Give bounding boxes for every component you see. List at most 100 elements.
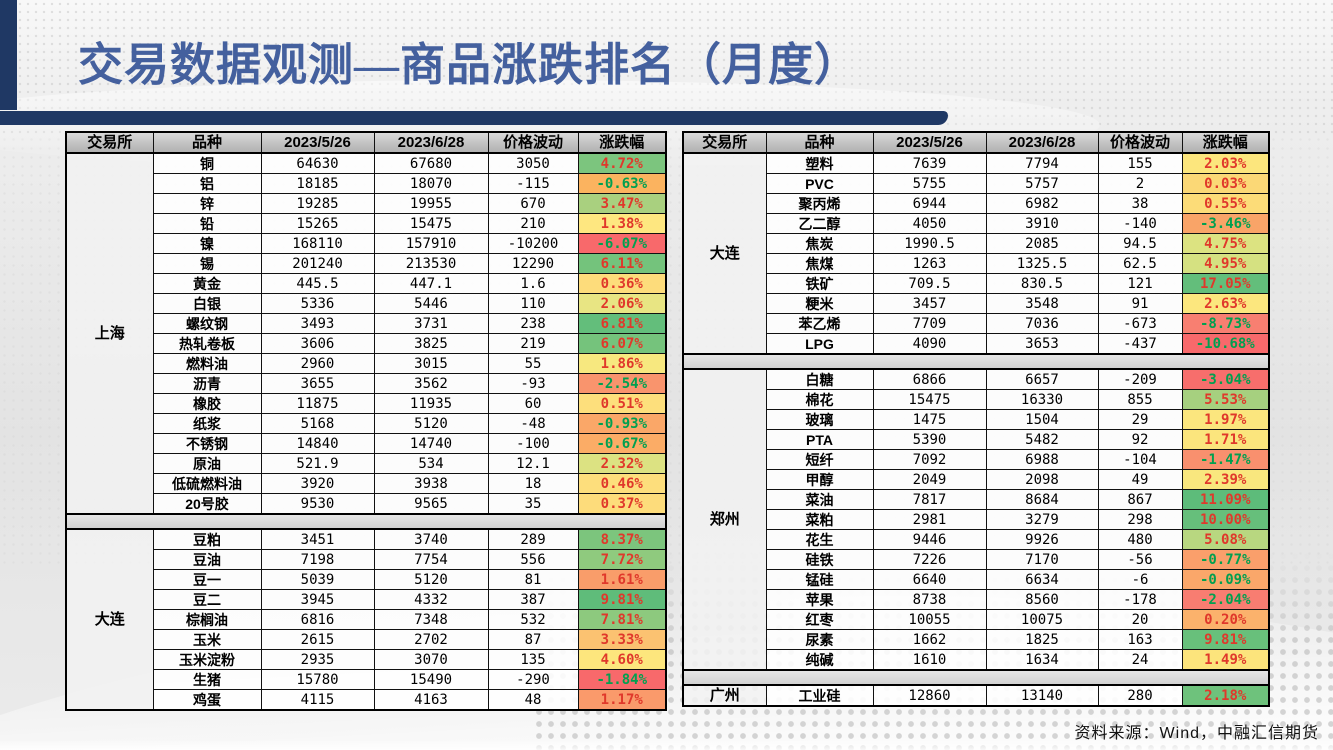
table-row: 郑州 白糖 6866 6657 -209 -3.04% bbox=[682, 368, 1270, 671]
table-row: 豆一 5039 5120 81 1.61% bbox=[66, 569, 667, 590]
pct-change-cell: 2.63% bbox=[1181, 293, 1270, 314]
curr-price-cell: 534 bbox=[373, 453, 489, 474]
curr-price-cell: 9565 bbox=[373, 493, 489, 515]
table-row: 甲醇 2049 2098 49 2.39% bbox=[683, 469, 1270, 490]
pct-change-cell: -0.09% bbox=[1181, 569, 1270, 590]
table-row: 大连 豆粕 3451 3740 289 8.37% bbox=[65, 528, 667, 711]
variety-cell: 原油 bbox=[152, 453, 262, 474]
column-header: 2023/5/26 bbox=[260, 131, 375, 154]
curr-price-cell: 3938 bbox=[373, 473, 489, 494]
column-header: 品种 bbox=[152, 131, 262, 154]
prev-price-cell: 1263 bbox=[872, 253, 987, 274]
curr-price-cell: 3015 bbox=[373, 353, 489, 374]
variety-cell: 塑料 bbox=[765, 152, 874, 174]
pct-change-cell: -2.04% bbox=[1181, 589, 1270, 610]
right-commodity-table: 交易所 品种 2023/5/26 2023/6/28 价格波动 涨跌幅 大连 塑料 7639 7… bbox=[682, 131, 1270, 707]
prev-price-cell: 5168 bbox=[260, 413, 375, 434]
pct-change-cell: 9.81% bbox=[1181, 629, 1270, 650]
curr-price-cell: 8684 bbox=[985, 489, 1099, 510]
price-change-cell: -104 bbox=[1097, 449, 1183, 470]
pct-change-cell: 2.39% bbox=[1181, 469, 1270, 490]
pct-change-cell: -1.47% bbox=[1181, 449, 1270, 470]
price-change-cell: -48 bbox=[487, 413, 579, 434]
table-row: 乙二醇 4050 3910 -140 -3.46% bbox=[683, 213, 1270, 234]
table-row: 菜粕 2981 3279 298 10.00% bbox=[683, 509, 1270, 530]
variety-cell: 锰硅 bbox=[765, 569, 874, 590]
pct-change-cell: 0.46% bbox=[577, 473, 667, 494]
pct-change-cell: 6.11% bbox=[577, 253, 667, 274]
prev-price-cell: 1610 bbox=[872, 649, 987, 671]
curr-price-cell: 447.1 bbox=[373, 273, 489, 294]
pct-change-cell: -10.68% bbox=[1181, 333, 1270, 355]
variety-cell: 苹果 bbox=[765, 589, 874, 610]
prev-price-cell: 5755 bbox=[872, 173, 987, 194]
curr-price-cell: 11935 bbox=[373, 393, 489, 414]
price-change-cell: 867 bbox=[1097, 489, 1183, 510]
bottom-strip bbox=[0, 741, 1333, 750]
variety-cell: 焦煤 bbox=[765, 253, 874, 274]
pct-change-cell: -3.04% bbox=[1181, 368, 1270, 390]
pct-change-cell: 2.32% bbox=[577, 453, 667, 474]
table-row: 20号胶 9530 9565 35 0.37% bbox=[66, 493, 667, 515]
prev-price-cell: 3655 bbox=[260, 373, 375, 394]
table-row: 橡胶 11875 11935 60 0.51% bbox=[66, 393, 667, 414]
curr-price-cell: 6988 bbox=[985, 449, 1099, 470]
price-change-cell: 298 bbox=[1097, 509, 1183, 530]
curr-price-cell: 6634 bbox=[985, 569, 1099, 590]
column-header: 涨跌幅 bbox=[1181, 131, 1270, 154]
table-row: 短纤 7092 6988 -104 -1.47% bbox=[683, 449, 1270, 470]
pct-change-cell: 0.51% bbox=[577, 393, 667, 414]
pct-change-cell: 1.61% bbox=[577, 569, 667, 590]
prev-price-cell: 15475 bbox=[872, 389, 987, 410]
variety-cell: 黄金 bbox=[152, 273, 262, 294]
curr-price-cell: 3548 bbox=[985, 293, 1099, 314]
prev-price-cell: 2049 bbox=[872, 469, 987, 490]
prev-price-cell: 3493 bbox=[260, 313, 375, 334]
curr-price-cell: 15490 bbox=[373, 669, 489, 690]
table-row: 豆油 7198 7754 556 7.72% bbox=[66, 549, 667, 570]
table-row: 上海铜 64630 67680 3050 4.72% bbox=[65, 152, 667, 515]
prev-price-cell: 7226 bbox=[872, 549, 987, 570]
variety-cell: 乙二醇 bbox=[765, 213, 874, 234]
exchange-cell: 上海 bbox=[65, 152, 154, 515]
table-row: 铝 18185 18070 -115 -0.63% bbox=[66, 173, 667, 194]
prev-price-cell: 1662 bbox=[872, 629, 987, 650]
variety-cell: 豆一 bbox=[152, 569, 262, 590]
pct-change-cell: -0.63% bbox=[577, 173, 667, 194]
variety-cell: 短纤 bbox=[765, 449, 874, 470]
variety-cell: 豆粕 bbox=[152, 528, 262, 550]
price-change-cell: 1.6 bbox=[487, 273, 579, 294]
price-change-cell: 556 bbox=[487, 549, 579, 570]
price-change-cell: -673 bbox=[1097, 313, 1183, 334]
left-commodity-table: 交易所 品种 2023/5/26 2023/6/28 价格波动 涨跌幅 上海铜 64630 6… bbox=[65, 131, 667, 711]
table-row: 纯碱 1610 1634 24 1.49% bbox=[683, 649, 1270, 671]
variety-cell: 沥青 bbox=[152, 373, 262, 394]
variety-cell: 低硫燃料油 bbox=[152, 473, 262, 494]
variety-cell: 鸡蛋 bbox=[152, 689, 262, 711]
table-row: 沥青 3655 3562 -93 -2.54% bbox=[66, 373, 667, 394]
curr-price-cell: 2702 bbox=[373, 629, 489, 650]
section-separator bbox=[682, 669, 1270, 686]
table-row: 广州 工业硅 12860 13140 280 2.18% bbox=[682, 684, 1270, 707]
prev-price-cell: 7709 bbox=[872, 313, 987, 334]
prev-price-cell: 6640 bbox=[872, 569, 987, 590]
prev-price-cell: 201240 bbox=[260, 253, 375, 274]
price-change-cell: 2 bbox=[1097, 173, 1183, 194]
prev-price-cell: 6944 bbox=[872, 193, 987, 214]
curr-price-cell: 19955 bbox=[373, 193, 489, 214]
curr-price-cell: 7348 bbox=[373, 609, 489, 630]
price-change-cell: 12290 bbox=[487, 253, 579, 274]
price-change-cell: -10200 bbox=[487, 233, 579, 254]
pct-change-cell: 2.03% bbox=[1181, 152, 1270, 174]
table-row: 锌 19285 19955 670 3.47% bbox=[66, 193, 667, 214]
curr-price-cell: 67680 bbox=[373, 152, 489, 174]
price-change-cell: -290 bbox=[487, 669, 579, 690]
variety-cell: LPG bbox=[765, 333, 874, 355]
variety-cell: 菜油 bbox=[765, 489, 874, 510]
curr-price-cell: 2098 bbox=[985, 469, 1099, 490]
variety-cell: 棉花 bbox=[765, 389, 874, 410]
prev-price-cell: 10055 bbox=[872, 609, 987, 630]
table-row: 苹果 8738 8560 -178 -2.04% bbox=[683, 589, 1270, 610]
prev-price-cell: 7639 bbox=[872, 152, 987, 174]
prev-price-cell: 5039 bbox=[260, 569, 375, 590]
